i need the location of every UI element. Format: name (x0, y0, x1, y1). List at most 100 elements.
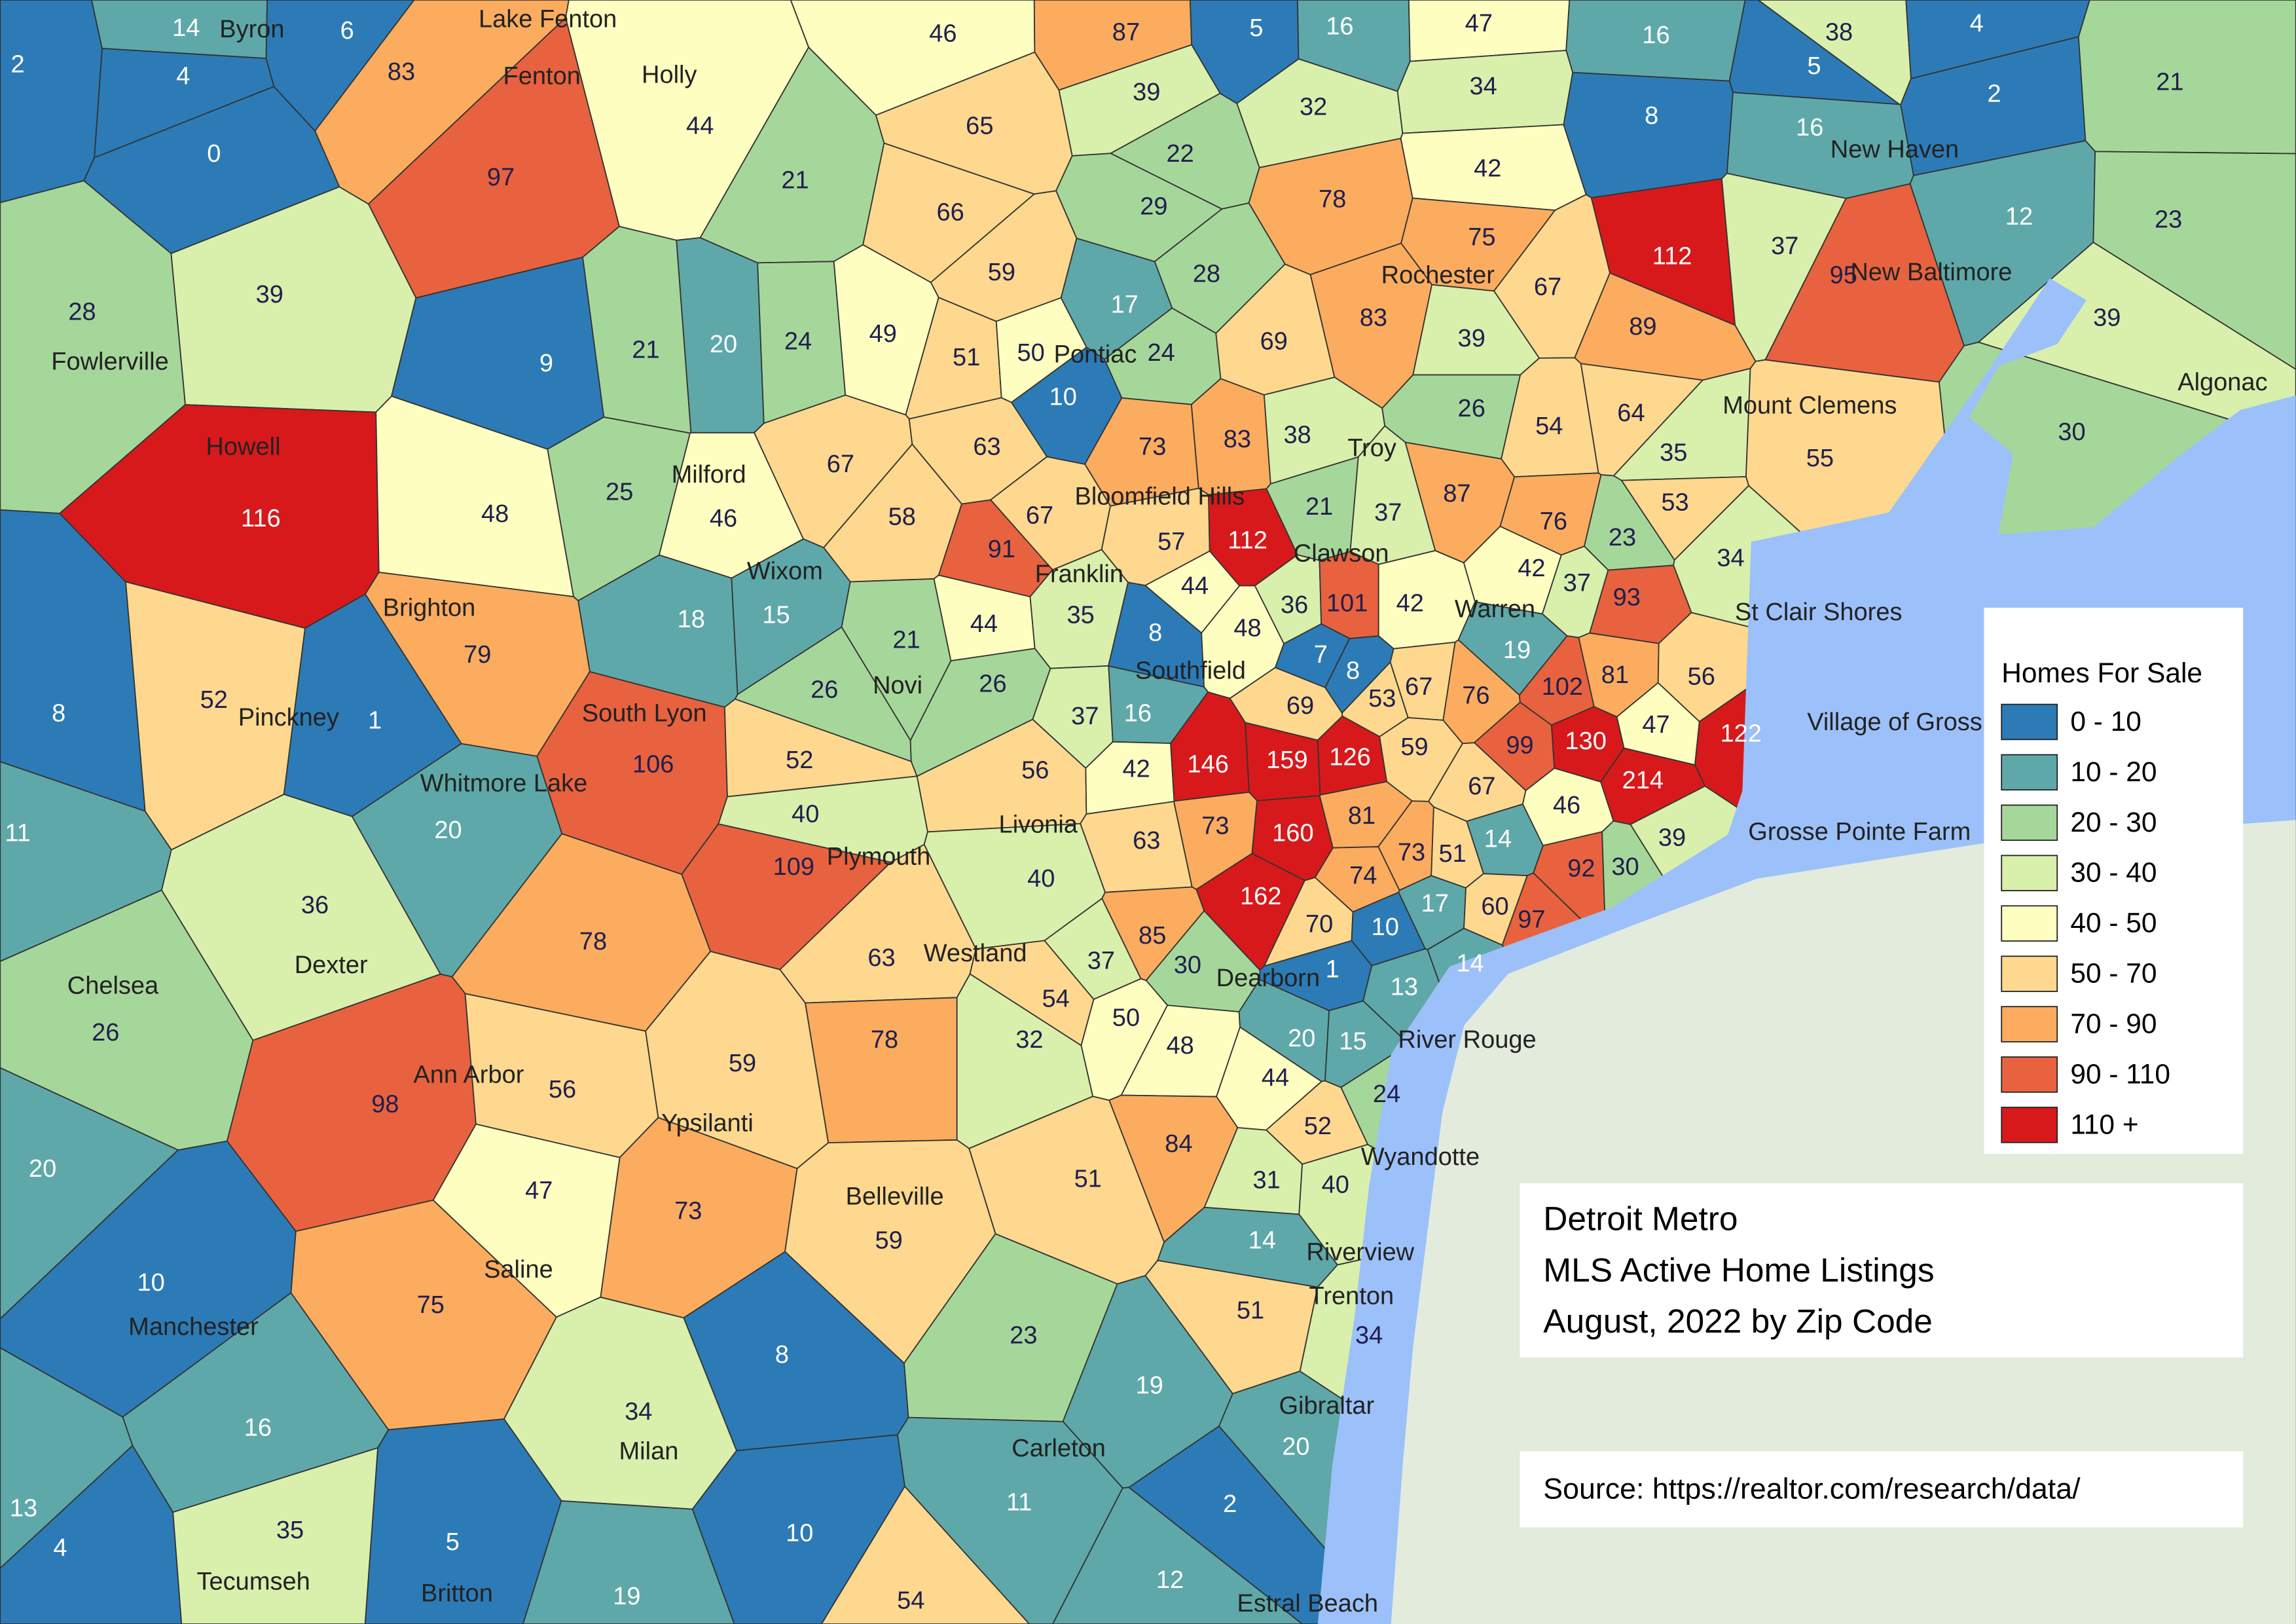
zip-count: 25 (606, 479, 633, 506)
zip-count: 44 (1181, 572, 1209, 600)
zip-count: 78 (871, 1026, 898, 1054)
legend-swatch (2001, 703, 2058, 741)
legend-swatch (2001, 855, 2058, 891)
legend-label: 110 + (2070, 1109, 2138, 1140)
zip-count: 38 (1283, 421, 1311, 449)
zip-count: 46 (929, 20, 957, 48)
zip-count: 36 (301, 891, 329, 919)
zip-count: 1 (368, 707, 382, 735)
zip-count: 97 (1518, 906, 1545, 934)
zip-count: 39 (1458, 325, 1485, 352)
zip-count: 39 (2093, 304, 2121, 332)
zip-count: 8 (1148, 619, 1162, 646)
place-name: Wyandotte (1361, 1143, 1480, 1171)
zip-count: 87 (1112, 18, 1140, 46)
place-name: Bloomfield Hills (1075, 483, 1245, 510)
place-name: Franklin (1035, 561, 1123, 588)
zip-count: 63 (1133, 827, 1160, 855)
place-name: Novi (873, 672, 922, 699)
zip-count: 42 (1396, 590, 1424, 618)
zip-count: 78 (579, 928, 607, 955)
zip-area (522, 1500, 735, 1624)
zip-count: 56 (1021, 757, 1049, 784)
zip-count: 51 (1074, 1165, 1102, 1192)
zip-count: 10 (1049, 383, 1077, 411)
zip-count: 24 (1373, 1080, 1400, 1108)
zip-count: 34 (625, 1398, 652, 1426)
zip-count: 31 (1252, 1167, 1280, 1194)
place-name: River Rouge (1398, 1026, 1536, 1054)
place-name: Pontiac (1054, 341, 1137, 368)
zip-count: 21 (781, 166, 809, 194)
zip-count: 16 (1124, 699, 1152, 727)
zip-count: 44 (1262, 1064, 1289, 1092)
zip-count: 18 (678, 606, 705, 633)
place-name: Gibraltar (1279, 1392, 1374, 1420)
zip-count: 8 (1346, 657, 1360, 684)
place-name: Ypsilanti (661, 1109, 754, 1137)
place-name: Rochester (1381, 262, 1495, 289)
place-name: St Clair Shores (1735, 599, 1903, 626)
zip-count: 28 (1193, 260, 1220, 287)
zip-count: 17 (1421, 890, 1449, 917)
zip-count: 51 (1438, 840, 1466, 868)
zip-area (172, 1447, 379, 1624)
zip-count: 79 (464, 641, 491, 669)
place-name: Westland (924, 940, 1027, 967)
zip-count: 146 (1187, 751, 1228, 779)
zip-count: 39 (256, 281, 283, 308)
zip-count: 4 (1970, 10, 1984, 37)
zip-count: 1 (1326, 956, 1339, 984)
zip-count: 8 (1645, 102, 1658, 130)
zip-count: 32 (1300, 94, 1327, 121)
legend-swatch (2001, 1056, 2058, 1093)
zip-count: 47 (1465, 10, 1493, 37)
place-name: Brighton (383, 594, 476, 621)
legend-swatch (2001, 1006, 2058, 1043)
zip-count: 67 (1468, 773, 1495, 800)
zip-count: 42 (1122, 755, 1150, 783)
zip-count: 160 (1272, 820, 1313, 847)
place-name: Saline (484, 1256, 553, 1283)
zip-area (2077, 0, 2296, 155)
zip-count: 11 (1006, 1489, 1032, 1517)
legend: Homes For Sale 0 - 10 10 - 20 20 - 30 30 - … (1984, 608, 2244, 1154)
place-name: Britton (421, 1579, 493, 1607)
place-name: Village of Gross (1807, 709, 1982, 736)
source: Source: https://realtor.com/research/dat… (1543, 1473, 2081, 1505)
zip-count: 5 (446, 1528, 460, 1556)
zip-count: 36 (1281, 591, 1308, 619)
zip-count: 76 (1462, 682, 1489, 710)
legend-label: 70 - 90 (2070, 1008, 2157, 1039)
zip-count: 37 (1071, 703, 1099, 730)
zip-count: 159 (1266, 747, 1307, 774)
place-name: Howell (206, 433, 280, 460)
zip-count: 54 (897, 1587, 924, 1615)
zip-count: 21 (2156, 69, 2183, 96)
zip-count: 13 (10, 1495, 37, 1522)
zip-count: 8 (52, 699, 65, 727)
zip-count: 63 (867, 944, 895, 972)
zip-count: 19 (1503, 637, 1531, 664)
zip-count: 91 (988, 536, 1015, 563)
zip-count: 14 (172, 14, 200, 42)
zip-count: 6 (340, 17, 354, 45)
zip-count: 24 (1147, 339, 1175, 367)
zip-count: 54 (1042, 985, 1069, 1012)
zip-count: 73 (674, 1198, 702, 1225)
zip-count: 52 (786, 747, 813, 774)
zip-count: 50 (1112, 1004, 1140, 1031)
place-name: Wixom (747, 557, 823, 585)
zip-count: 4 (176, 63, 190, 90)
legend-label: 10 - 20 (2070, 757, 2157, 788)
place-name: Estral Beach (1237, 1590, 1378, 1617)
zip-count: 35 (1066, 602, 1094, 629)
legend-label: 0 - 10 (2070, 707, 2141, 737)
zip-count: 83 (1224, 426, 1251, 453)
zip-count: 26 (1458, 395, 1485, 422)
zip-count: 5 (1807, 52, 1821, 80)
zip-count: 93 (1613, 584, 1641, 612)
zip-count: 11 (5, 820, 30, 847)
zip-count: 46 (1553, 792, 1580, 819)
zip-count: 14 (1484, 826, 1512, 853)
